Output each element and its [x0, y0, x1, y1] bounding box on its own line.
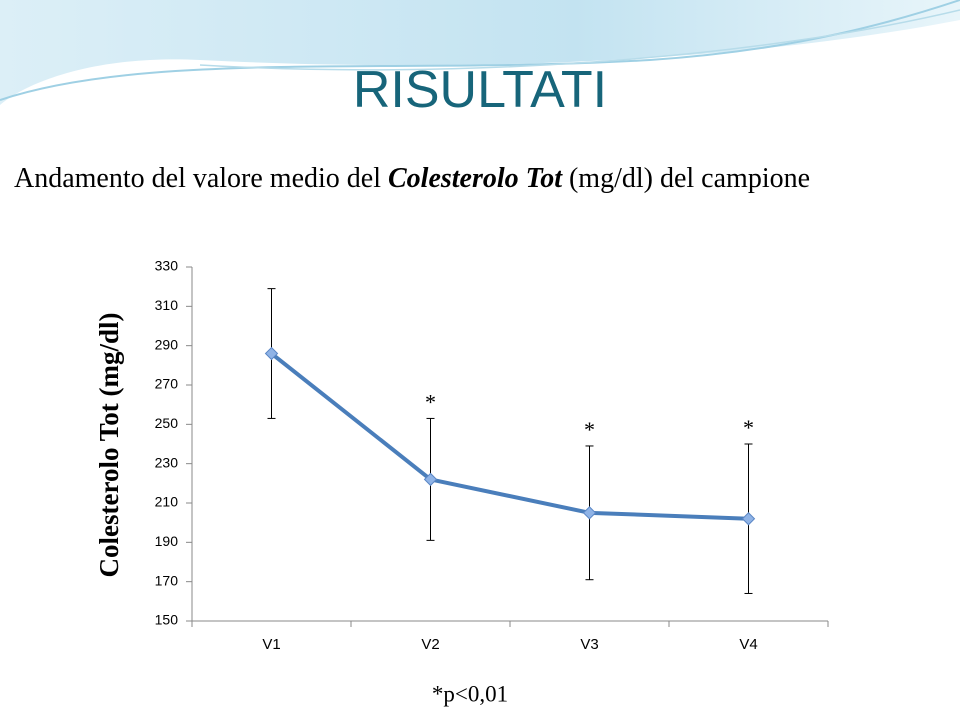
- y-tick-label: 190: [155, 533, 179, 549]
- marker: [741, 512, 756, 526]
- subtitle-text: (mg/dl) del campione: [561, 163, 811, 194]
- marker: [264, 346, 279, 361]
- y-tick-label: 250: [155, 415, 179, 431]
- y-tick-label: 310: [155, 297, 179, 313]
- x-tick-label: V2: [421, 636, 439, 653]
- y-tick-label: 170: [155, 572, 179, 588]
- x-tick-label: V1: [262, 636, 280, 653]
- footnote: *p<0,01: [432, 681, 508, 706]
- y-tick-label: 270: [155, 376, 179, 392]
- y-tick-label: 210: [155, 494, 179, 510]
- y-tick-label: 230: [155, 454, 179, 470]
- slide-title: RISULTATI: [352, 61, 608, 119]
- y-tick-label: 330: [155, 258, 179, 274]
- y-tick-label: 290: [155, 336, 179, 352]
- y-axis-label: Colesterolo Tot (mg/dl): [94, 313, 124, 578]
- wave-line: [199, 9, 960, 71]
- header-wave: [0, 0, 960, 105]
- line: [270, 351, 749, 521]
- x-tick-label: V4: [739, 636, 757, 653]
- x-tick-label: V3: [580, 636, 598, 653]
- marker: [582, 506, 597, 520]
- y-tick-label: 150: [155, 612, 179, 628]
- significance-mark: *: [584, 417, 595, 442]
- subtitle-emphasis: Colesterolo Tot: [388, 163, 562, 194]
- subtitle-text: Andamento del valore medio del: [14, 163, 388, 194]
- significance-mark: *: [425, 389, 436, 414]
- significance-mark: *: [743, 415, 754, 440]
- subtitle: Andamento del valore medio del Colestero…: [14, 160, 954, 198]
- marker: [423, 472, 438, 487]
